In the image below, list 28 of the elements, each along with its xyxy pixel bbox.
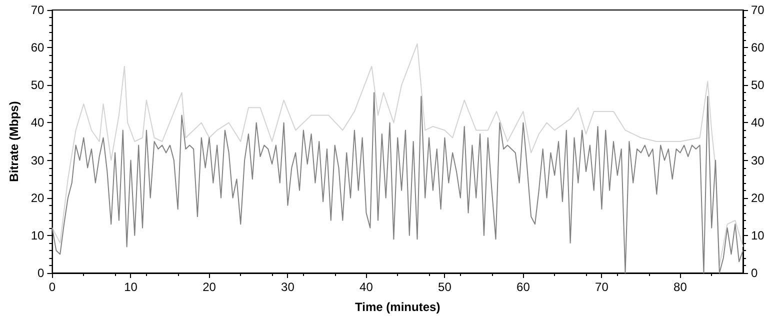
x-tick-label: 80 (674, 280, 688, 294)
line-series (52, 43, 744, 266)
x-tick-label: 30 (281, 280, 295, 294)
y2-tick-label: 30 (751, 153, 765, 168)
y-tick-label: 50 (30, 78, 45, 92)
x-tick-label: 20 (202, 280, 216, 294)
x-tick-label: 0 (48, 280, 56, 294)
y2-tick-label: 0 (751, 266, 758, 280)
x-tick-label: 50 (438, 280, 452, 294)
y-tick-label: 40 (30, 116, 45, 130)
x-tick-label: 10 (124, 280, 138, 294)
y-tick-label: 10 (30, 228, 45, 242)
y2-tick-label: 40 (751, 116, 765, 130)
y-tick-label: 30 (30, 153, 45, 168)
y2-tick-label: 60 (751, 40, 765, 55)
y-tick-label: 20 (30, 190, 45, 205)
x-axis-title: Time (minutes) (355, 300, 440, 314)
x-tick-label: 70 (595, 280, 609, 294)
y-tick-label: 0 (38, 266, 45, 280)
y2-tick-label: 20 (751, 190, 765, 205)
y-tick-label: 60 (30, 40, 45, 55)
y-axis-title: Bitrate (Mbps) (7, 101, 21, 182)
y-tick-label: 70 (30, 3, 45, 17)
x-tick-label: 40 (360, 280, 374, 294)
y2-tick-label: 70 (751, 3, 765, 17)
y2-tick-label: 10 (751, 228, 765, 242)
y2-tick-label: 50 (751, 78, 765, 92)
x-tick-label: 60 (516, 280, 530, 294)
